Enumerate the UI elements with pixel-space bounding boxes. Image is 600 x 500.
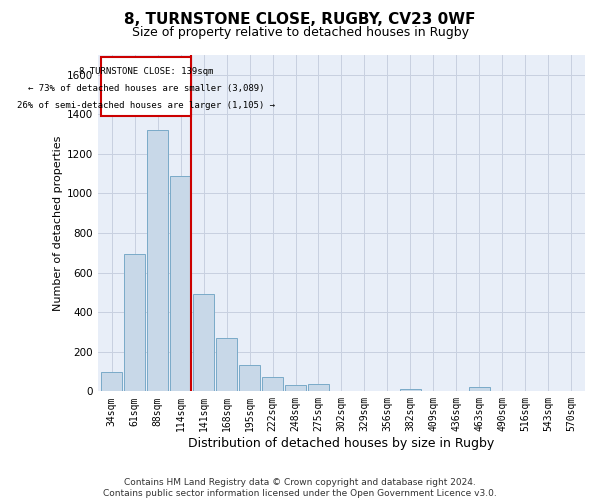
Text: Size of property relative to detached houses in Rugby: Size of property relative to detached ho…	[131, 26, 469, 39]
Text: ← 73% of detached houses are smaller (3,089): ← 73% of detached houses are smaller (3,…	[28, 84, 265, 93]
Bar	[216, 338, 237, 392]
Bar	[148, 130, 168, 392]
Text: 26% of semi-detached houses are larger (1,105) →: 26% of semi-detached houses are larger (…	[17, 101, 275, 110]
Bar	[469, 388, 490, 392]
FancyBboxPatch shape	[101, 57, 191, 116]
Bar	[101, 372, 122, 392]
Text: 8, TURNSTONE CLOSE, RUGBY, CV23 0WF: 8, TURNSTONE CLOSE, RUGBY, CV23 0WF	[124, 12, 476, 28]
Text: 8 TURNSTONE CLOSE: 139sqm: 8 TURNSTONE CLOSE: 139sqm	[79, 66, 214, 76]
Bar	[193, 294, 214, 392]
Bar	[285, 385, 306, 392]
X-axis label: Distribution of detached houses by size in Rugby: Distribution of detached houses by size …	[188, 437, 494, 450]
Bar	[308, 384, 329, 392]
Text: Contains HM Land Registry data © Crown copyright and database right 2024.
Contai: Contains HM Land Registry data © Crown c…	[103, 478, 497, 498]
Bar	[170, 176, 191, 392]
Bar	[262, 377, 283, 392]
Bar	[239, 364, 260, 392]
Y-axis label: Number of detached properties: Number of detached properties	[53, 136, 62, 311]
Bar	[400, 389, 421, 392]
Bar	[124, 254, 145, 392]
